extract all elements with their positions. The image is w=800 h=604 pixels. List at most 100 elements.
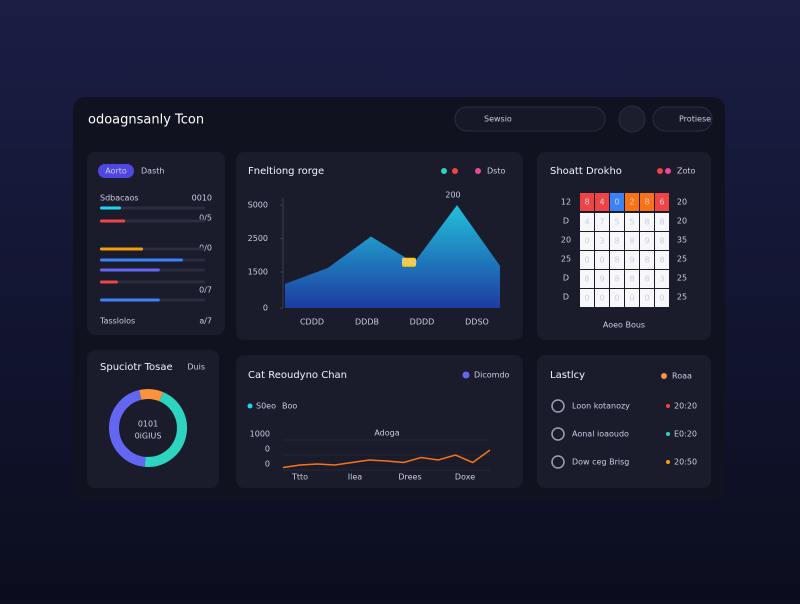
- row-label: 20: [677, 198, 687, 207]
- legend-dot: [665, 168, 671, 174]
- calendar-cell-text: 5: [614, 218, 619, 227]
- calendar-cell: [625, 232, 639, 250]
- calendar-cell: [610, 251, 624, 269]
- calendar-cell-text: 0: [614, 294, 619, 303]
- x-tick-label: Ttto: [291, 473, 308, 482]
- list-icon: [551, 455, 565, 469]
- calendar-head: [655, 193, 669, 211]
- panel-title: Shoatt Drokho: [550, 166, 622, 177]
- row-label: 25: [677, 293, 687, 302]
- legend-dot: [462, 371, 470, 379]
- calendar-cell-text: 8: [659, 218, 664, 227]
- notification-button[interactable]: [618, 105, 646, 133]
- legend-dot: [657, 168, 663, 174]
- row-label: D: [563, 217, 569, 226]
- panel-title: Lastlcy: [550, 370, 585, 381]
- calendar-cell-text: 5: [629, 218, 634, 227]
- y-tick-label: 0: [265, 445, 270, 454]
- calendar-cell-text: 0: [584, 294, 589, 303]
- progress-bar: [100, 280, 118, 284]
- calendar-cell-text: 0: [599, 294, 604, 303]
- calendar-cell: [580, 251, 594, 269]
- calendar-head-text: 8: [584, 198, 589, 207]
- legend-label: Roaa: [672, 372, 692, 381]
- calendar-cell-text: 0: [584, 256, 589, 265]
- calendar-cell: [580, 270, 594, 288]
- legend-dot: [452, 168, 458, 174]
- donut-segment: [109, 390, 146, 467]
- annotation: Adoga: [374, 429, 399, 438]
- calendar-cell: [655, 232, 669, 250]
- list-value: 20:50: [674, 458, 697, 467]
- profile-button[interactable]: [652, 106, 713, 132]
- bar-track: [100, 206, 205, 210]
- row-label: 25: [677, 255, 687, 264]
- progress-bar: [100, 268, 160, 272]
- calendar-cell: [610, 232, 624, 250]
- key-label: Boo: [282, 402, 297, 411]
- calendar-cell-text: 0: [659, 294, 664, 303]
- search-box[interactable]: [454, 106, 606, 132]
- panel-title: Cat Reoudyno Chan: [248, 370, 347, 381]
- profile-label: Protiese: [679, 115, 711, 124]
- y-tick-label: 0: [265, 460, 270, 469]
- calendar-cell: [640, 251, 654, 269]
- bar-track: [100, 280, 205, 284]
- calendar-cell-text: 3: [659, 275, 664, 284]
- panel: [537, 355, 711, 488]
- legend-dot: [475, 168, 481, 174]
- calendar-cell-text: 9: [644, 237, 649, 246]
- calendar-cell: [595, 270, 609, 288]
- calendar-cell-text: 9: [599, 275, 604, 284]
- list-value: 20:20: [674, 402, 697, 411]
- calendar-cell: [655, 213, 669, 231]
- calendar-cell-text: 8: [614, 275, 619, 284]
- list-dot: [666, 460, 670, 464]
- progress-bar: [100, 247, 144, 251]
- x-tick-label: Doxe: [455, 473, 475, 482]
- donut-segment: [139, 389, 164, 402]
- calendar-cell: [610, 213, 624, 231]
- x-tick-label: DDSO: [465, 318, 489, 327]
- calendar-cell-text: 0: [644, 294, 649, 303]
- legend-dot: [661, 373, 667, 379]
- app-title: odoagnsanly Tcon: [88, 113, 204, 128]
- side-value: 0/0: [199, 244, 212, 253]
- calendar-head: [580, 193, 594, 211]
- calendar-head-text: 0: [614, 198, 619, 207]
- calendar-head-text: 4: [599, 198, 604, 207]
- calendar-cell: [655, 251, 669, 269]
- progress-bar: [100, 258, 183, 262]
- calendar-cell: [655, 270, 669, 288]
- side-value: 0/7: [199, 286, 212, 295]
- key-dot: [247, 403, 253, 409]
- calendar-cell-text: 8: [584, 275, 589, 284]
- area: [285, 205, 500, 308]
- panel: [87, 152, 225, 335]
- calendar-cell: [580, 213, 594, 231]
- calendar-head: [610, 193, 624, 211]
- progress-bar: [100, 206, 121, 210]
- calendar-cell-text: 8: [659, 256, 664, 265]
- row-label: 25: [677, 274, 687, 283]
- row-value: 0010: [192, 194, 212, 203]
- calendar-cell: [595, 251, 609, 269]
- row-label: D: [563, 293, 569, 302]
- search-placeholder: Sewsio: [484, 115, 512, 124]
- calendar-head: [625, 193, 639, 211]
- list-icon: [551, 399, 565, 413]
- y-tick-label: 1500: [248, 268, 268, 277]
- footer: Tasslolos: [99, 317, 135, 326]
- calendar-footer: Aoeo Bous: [603, 321, 645, 330]
- tag: Rdo: [401, 258, 417, 267]
- row-label: 12: [561, 198, 571, 207]
- tab-active[interactable]: [98, 164, 134, 178]
- calendar-head: [640, 193, 654, 211]
- annotation: 200: [445, 191, 460, 200]
- calendar-cell: [640, 270, 654, 288]
- y-tick-label: 2500: [248, 234, 268, 243]
- row-label: 35: [677, 236, 687, 245]
- row-label: 25: [561, 255, 571, 264]
- tab[interactable]: Dasth: [141, 167, 164, 176]
